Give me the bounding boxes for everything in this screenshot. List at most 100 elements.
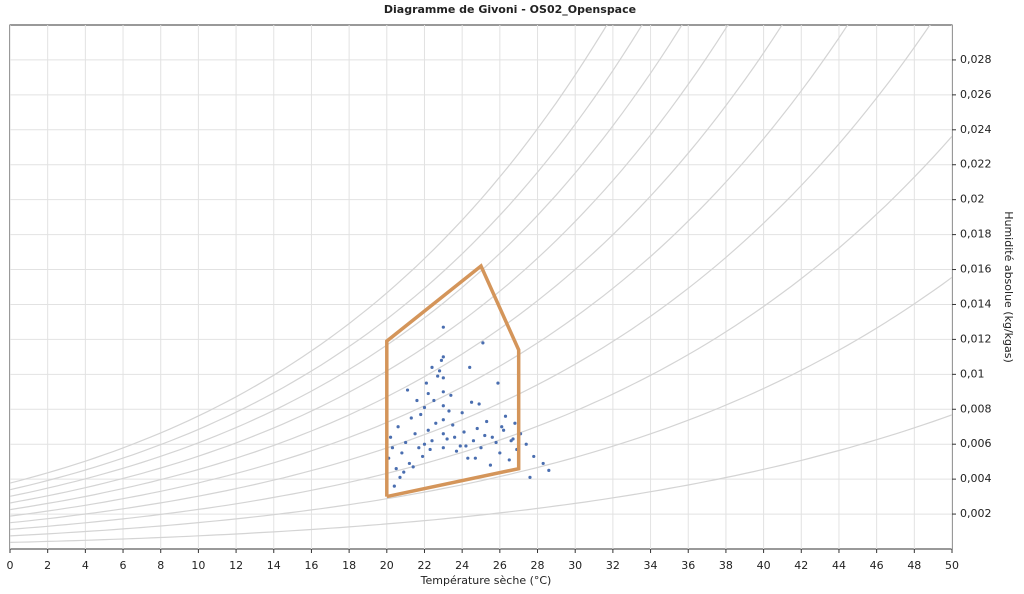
rh-curve [10, 25, 931, 524]
data-point [420, 454, 425, 459]
data-point [466, 456, 470, 460]
data-point [415, 398, 419, 403]
y-tick-label: 0,004 [960, 472, 992, 485]
data-point [441, 446, 445, 450]
data-point [532, 454, 536, 459]
data-point [402, 470, 406, 474]
data-point [483, 433, 487, 438]
data-point [394, 467, 398, 471]
data-point [451, 423, 455, 427]
y-tick-label: 0,016 [960, 263, 992, 276]
rh-curve [10, 25, 729, 504]
x-tick-label: 42 [794, 559, 808, 572]
data-point [407, 461, 412, 466]
data-point [436, 374, 440, 378]
x-tick-label: 38 [719, 559, 733, 572]
data-point [475, 426, 479, 431]
x-tick-label: 8 [157, 559, 164, 572]
x-tick-label: 34 [644, 559, 658, 572]
data-point [417, 446, 421, 450]
data-point [509, 439, 513, 443]
rh-curve [10, 25, 683, 497]
data-point [413, 432, 417, 436]
data-point [481, 341, 485, 345]
x-tick-label: 14 [267, 559, 281, 572]
rh-curve [10, 25, 643, 491]
x-tick-label: 24 [455, 559, 469, 572]
data-point [479, 446, 483, 450]
data-point [494, 440, 498, 445]
x-tick-label: 36 [681, 559, 695, 572]
y-tick-label: 0,012 [960, 332, 992, 345]
comfort-zone [385, 263, 521, 499]
data-point [434, 421, 438, 425]
x-tick-label: 6 [120, 559, 127, 572]
y-tick-label: 0,024 [960, 123, 992, 136]
data-point [453, 435, 457, 439]
y-tick-label: 0,008 [960, 402, 992, 415]
data-point [469, 400, 474, 404]
data-point [502, 428, 506, 432]
data-point [426, 391, 430, 396]
data-point [473, 456, 477, 460]
y-tick-label: 0,014 [960, 297, 992, 310]
data-point [396, 425, 400, 429]
x-tick-label: 12 [229, 559, 243, 572]
data-point [524, 442, 528, 446]
data-point [477, 402, 481, 406]
data-point [419, 412, 423, 417]
x-axis-label: Température sèche (°C) [420, 574, 552, 587]
data-point [528, 475, 532, 479]
x-tick-label: 22 [417, 559, 431, 572]
y-axis-label: Humidité absolue (kg/kgas) [1002, 211, 1015, 363]
x-tick-label: 40 [757, 559, 771, 572]
data-point [547, 468, 551, 472]
data-point [441, 325, 445, 329]
data-point [449, 393, 453, 397]
data-point [398, 475, 402, 479]
data-point [513, 421, 517, 425]
x-tick-label: 26 [493, 559, 507, 572]
y-tick-label: 0,002 [960, 507, 992, 520]
data-point [437, 369, 442, 373]
data-point [468, 365, 472, 369]
data-point [445, 437, 449, 441]
x-tick-label: 28 [531, 559, 545, 572]
data-point [400, 451, 404, 455]
x-tick-label: 4 [82, 559, 89, 572]
y-tick-label: 0,01 [960, 367, 985, 380]
rh-curve [10, 25, 608, 484]
data-point [441, 390, 445, 394]
x-tick-label: 30 [568, 559, 582, 572]
x-tick-label: 0 [7, 559, 14, 572]
data-point [422, 405, 427, 410]
data-point [426, 428, 430, 432]
x-tick-label: 44 [832, 559, 846, 572]
x-tick-label: 16 [304, 559, 318, 572]
data-point [441, 376, 445, 380]
data-point [411, 465, 415, 469]
data-point [392, 484, 396, 488]
data-point [432, 398, 436, 403]
data-point [430, 365, 434, 369]
rh-curve [10, 25, 783, 511]
y-tick-label: 0,02 [960, 193, 985, 206]
data-point [424, 381, 428, 385]
data-point [430, 439, 434, 443]
data-point [488, 463, 493, 467]
data-point [439, 358, 444, 362]
data-point [447, 409, 451, 413]
data-point [485, 419, 489, 424]
data-point [490, 435, 494, 439]
x-tick-label: 46 [870, 559, 884, 572]
data-point [462, 430, 466, 434]
data-point [441, 404, 445, 408]
data-point [507, 458, 511, 462]
y-tick-label: 0,018 [960, 228, 992, 241]
x-tick-label: 48 [907, 559, 921, 572]
x-tick-label: 18 [342, 559, 356, 572]
data-point [454, 449, 459, 453]
chart-title: Diagramme de Givoni - OS02_Openspace [384, 3, 636, 16]
data-point [388, 435, 393, 439]
